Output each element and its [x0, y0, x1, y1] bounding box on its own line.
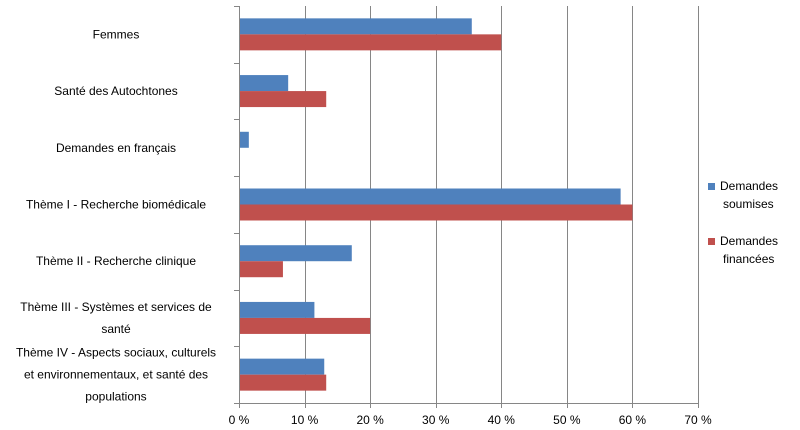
bar-soumises: [239, 18, 472, 35]
bar-financees: [239, 317, 371, 334]
bar-financees: [239, 374, 327, 391]
category-label: Femmes: [93, 27, 140, 41]
bar-soumises: [239, 188, 621, 205]
category-label: Thème IV - Aspects sociaux, culturels et …: [16, 346, 216, 404]
bar-financees: [239, 261, 283, 278]
x-tick-label: 0 %: [229, 413, 250, 427]
legend-label-financees: Demandes financées: [720, 234, 778, 266]
bar-financees: [239, 204, 633, 221]
bar-soumises: [239, 75, 289, 92]
category-labels: Femmes Santé des Autochtones Demandes en f…: [16, 27, 216, 403]
legend-swatch-financees: [708, 238, 715, 245]
bar-soumises: [239, 358, 325, 375]
category-label: Thème I - Recherche biomédicale: [26, 198, 206, 212]
x-tick-labels: 0 % 10 % 20 % 30 % 40 % 50 % 60 % 70 %: [229, 413, 712, 427]
bar-soumises: [239, 245, 352, 262]
bar-financees: [239, 91, 327, 108]
legend-label-soumises: Demandes soumises: [720, 179, 778, 211]
bar-soumises: [239, 301, 315, 318]
x-tick-label: 10 %: [291, 413, 319, 427]
x-tick-label: 30 %: [422, 413, 450, 427]
x-tick-label: 50 %: [553, 413, 581, 427]
category-label: Thème III - Systèmes et services de santé: [20, 300, 212, 336]
x-tick-label: 70 %: [684, 413, 712, 427]
bars: [239, 18, 633, 391]
x-tick-label: 40 %: [488, 413, 516, 427]
axes: [234, 6, 699, 408]
legend-swatch-soumises: [708, 183, 715, 190]
x-tick-label: 60 %: [619, 413, 647, 427]
bar-financees: [239, 34, 502, 51]
category-label: Thème II - Recherche clinique: [36, 254, 196, 268]
bar-soumises: [239, 131, 249, 148]
category-label: Santé des Autochtones: [54, 84, 177, 98]
legend: Demandes soumises Demandes financées: [708, 179, 778, 266]
x-tick-label: 20 %: [356, 413, 384, 427]
category-label: Demandes en français: [56, 141, 176, 155]
